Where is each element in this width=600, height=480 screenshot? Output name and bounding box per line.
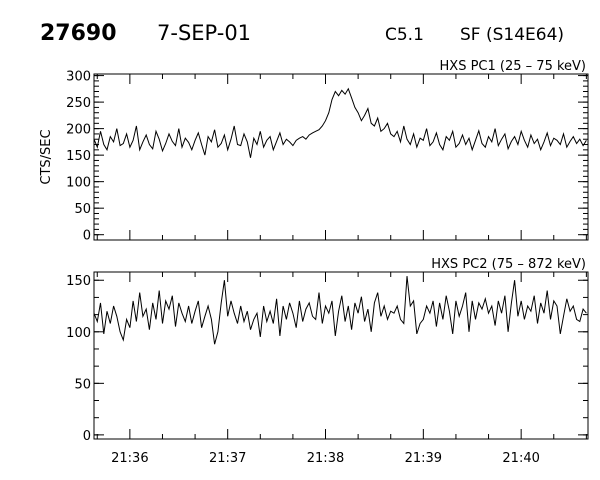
observation-date: 7-SEP-01	[157, 21, 251, 45]
panel-title: HXS PC1 (25 – 75 keV)	[440, 59, 586, 74]
y-tick-label: 300	[66, 70, 91, 85]
y-axis-label: CTS/SEC	[39, 129, 54, 184]
orbit-number: 27690	[40, 21, 117, 46]
x-tick-label: 21:38	[307, 451, 344, 466]
y-tick-label: 100	[66, 326, 91, 341]
x-tick-label: 21:36	[111, 451, 148, 466]
plot-frame	[93, 73, 589, 241]
flare-location: SF (S14E64)	[460, 25, 564, 45]
x-tick-label: 21:39	[405, 451, 442, 466]
panel-title: HXS PC2 (75 – 872 keV)	[431, 257, 586, 272]
y-tick-label: 150	[66, 274, 91, 289]
y-tick-label: 50	[74, 377, 91, 392]
plot-frame	[93, 271, 589, 440]
y-tick-label: 0	[83, 229, 91, 244]
goes-class: C5.1	[385, 25, 424, 45]
panel-2: HXS PC2 (75 – 872 keV) 0 50 100 150 21:36 21:3…	[66, 257, 589, 466]
count-rate-series	[93, 276, 587, 345]
y-tick-label: 150	[66, 149, 91, 164]
x-tick-label: 21:40	[502, 451, 539, 466]
y-tick-label: 0	[83, 429, 91, 444]
y-tick-label: 100	[66, 176, 91, 191]
y-tick-label: 200	[66, 123, 91, 138]
y-tick-label: 250	[66, 96, 91, 111]
panel-1: HXS PC1 (25 – 75 keV) 0 50 100 150 200 250 300 C…	[39, 59, 589, 244]
x-tick-label: 21:37	[209, 451, 246, 466]
count-rate-series	[93, 87, 587, 158]
y-tick-label: 50	[74, 202, 91, 217]
